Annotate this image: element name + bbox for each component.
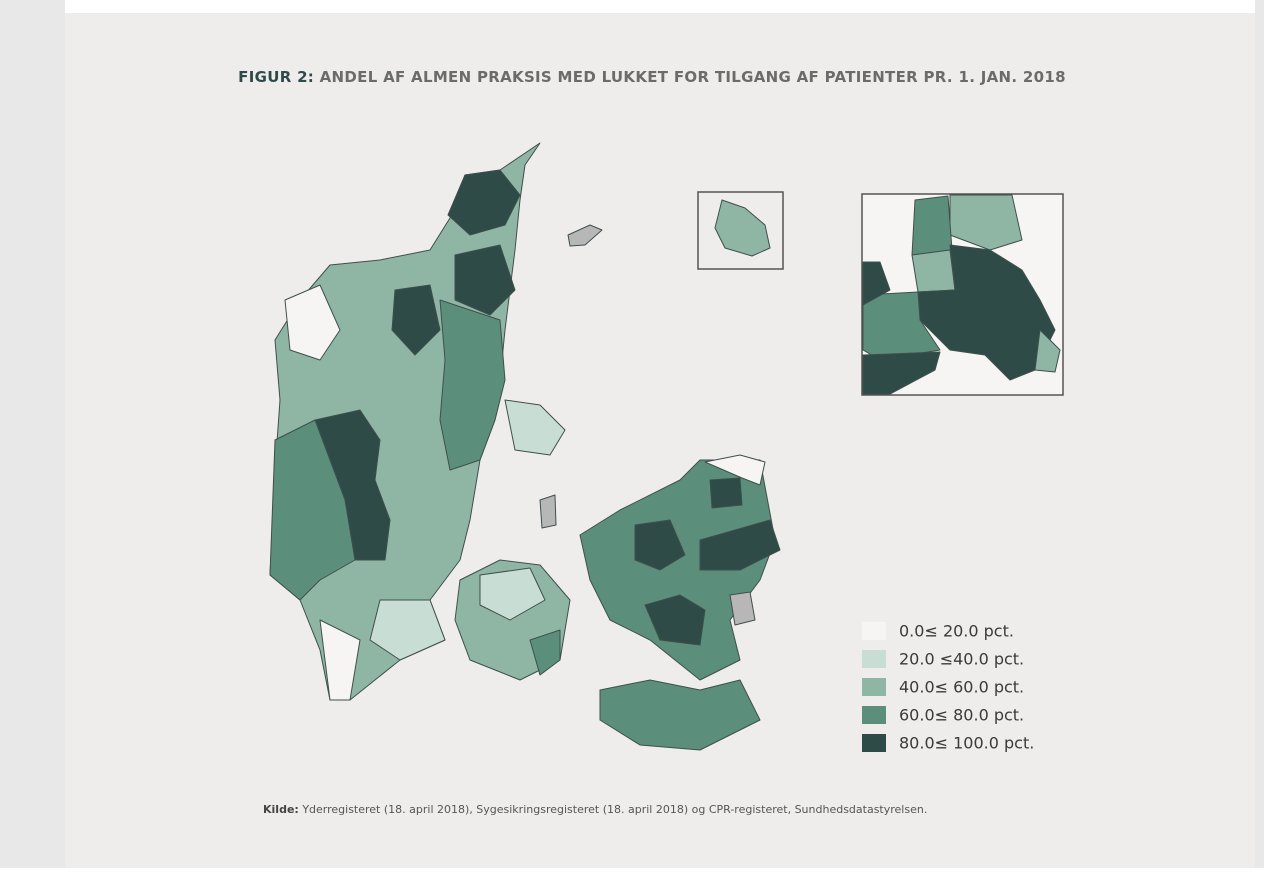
region	[862, 291, 941, 361]
region	[284, 284, 341, 361]
region	[729, 591, 756, 626]
region	[269, 419, 356, 601]
region	[862, 261, 891, 306]
legend-swatch	[862, 650, 886, 668]
legend-label: 20.0 ≤40.0 pct.	[899, 650, 1024, 669]
legend-label: 0.0≤ 20.0 pct.	[899, 622, 1014, 641]
figure-title: FIGUR 2: ANDEL AF ALMEN PRAKSIS MED LUKK…	[0, 68, 1264, 86]
legend-swatch	[862, 734, 886, 752]
region	[529, 629, 561, 676]
region	[391, 284, 441, 356]
island	[539, 494, 557, 529]
legend-label: 60.0≤ 80.0 pct.	[899, 706, 1024, 725]
region	[714, 199, 771, 257]
figure-label: FIGUR 2:	[238, 68, 315, 86]
inset-frame	[697, 191, 784, 270]
region	[862, 351, 941, 395]
region	[369, 599, 446, 661]
top-strip	[65, 0, 1255, 13]
bottom-strip	[0, 868, 1264, 873]
region	[479, 567, 546, 621]
legend-swatch	[862, 706, 886, 724]
region	[1034, 329, 1061, 373]
region	[709, 477, 743, 509]
region	[599, 679, 761, 751]
region	[634, 519, 686, 571]
island	[567, 224, 603, 247]
source-note: Kilde: Yderregisteret (18. april 2018), …	[263, 803, 927, 816]
legend-label: 80.0≤ 100.0 pct.	[899, 734, 1034, 753]
region	[447, 169, 521, 236]
legend-label: 40.0≤ 60.0 pct.	[899, 678, 1024, 697]
legend-swatch	[862, 678, 886, 696]
region	[699, 519, 781, 571]
region	[454, 244, 516, 316]
source-label: Kilde:	[263, 803, 299, 816]
legend-swatch	[862, 622, 886, 640]
source-text: Yderregisteret (18. april 2018), Sygesik…	[302, 803, 928, 816]
region	[644, 594, 706, 646]
region	[319, 619, 361, 701]
region	[704, 454, 766, 486]
region	[504, 399, 566, 456]
region	[439, 299, 506, 471]
title-text: ANDEL AF ALMEN PRAKSIS MED LUKKET FOR TI…	[319, 68, 1066, 86]
